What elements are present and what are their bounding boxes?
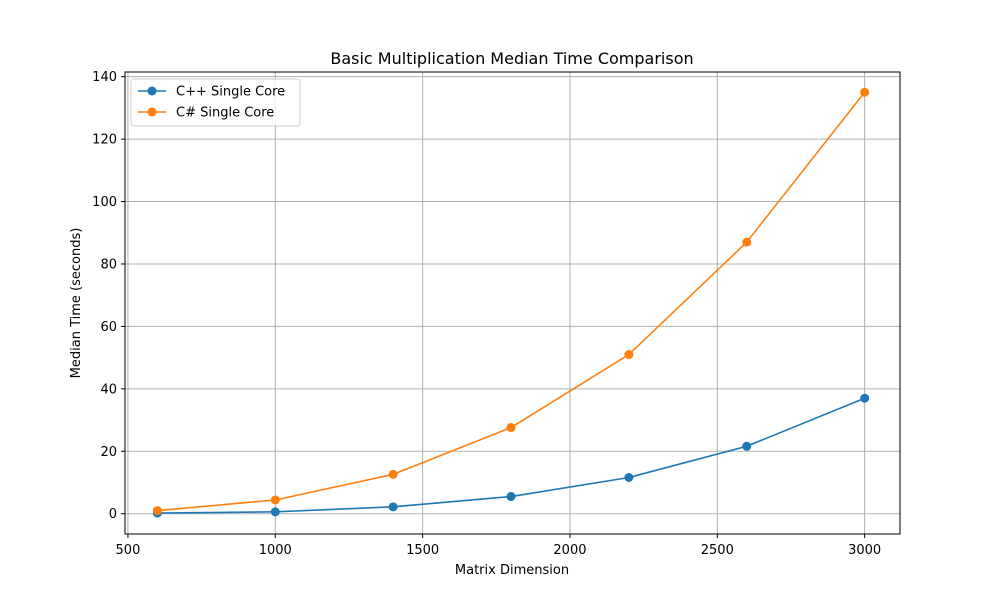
data-point [624,350,634,360]
x-axis-label: Matrix Dimension [455,563,569,578]
y-tick-label: 0 [109,507,117,522]
legend-box [130,78,301,127]
y-tick-label: 140 [92,70,117,85]
x-tick-label: 1000 [259,543,292,558]
chart-title: Basic Multiplication Median Time Compari… [330,49,693,68]
x-tick-label: 1500 [406,543,439,558]
y-tick-label: 120 [92,133,117,148]
x-tick-label: 3000 [848,543,881,558]
data-point [624,472,634,482]
series-layer [152,87,870,518]
y-tick-label: 100 [92,195,117,210]
series-2 [152,87,870,516]
y-tick-label: 20 [100,445,117,460]
data-point [388,469,398,479]
legend-marker-swatch [147,86,157,96]
legend: C++ Single Core C# Single Core [130,78,301,127]
data-point [860,393,870,403]
data-point [388,502,398,512]
legend-entry: C++ Single Core [138,85,285,100]
legend-label: C++ Single Core [176,85,285,100]
legend-marker-swatch [147,107,157,117]
data-point [742,237,752,247]
legend-entry: C# Single Core [138,106,274,121]
plot-area-frame [124,71,901,535]
y-axis-label: Median Time (seconds) [69,228,84,379]
data-point [270,495,280,505]
data-point [860,87,870,97]
data-point [506,492,516,502]
data-point [506,423,516,433]
series-1 [152,393,870,518]
axis-ticks: 500 1000 1500 2000 2500 3000 0 20 40 60 80 100 120 14… [92,70,881,558]
x-tick-label: 2500 [701,543,734,558]
data-point [152,506,162,516]
y-tick-label: 80 [100,257,117,272]
legend-label: C# Single Core [176,106,274,121]
data-point [270,507,280,517]
data-point [742,441,752,451]
x-tick-label: 500 [116,543,141,558]
y-tick-label: 40 [100,382,117,397]
y-tick-label: 60 [100,320,117,335]
grid [125,72,900,534]
x-tick-label: 2000 [553,543,586,558]
